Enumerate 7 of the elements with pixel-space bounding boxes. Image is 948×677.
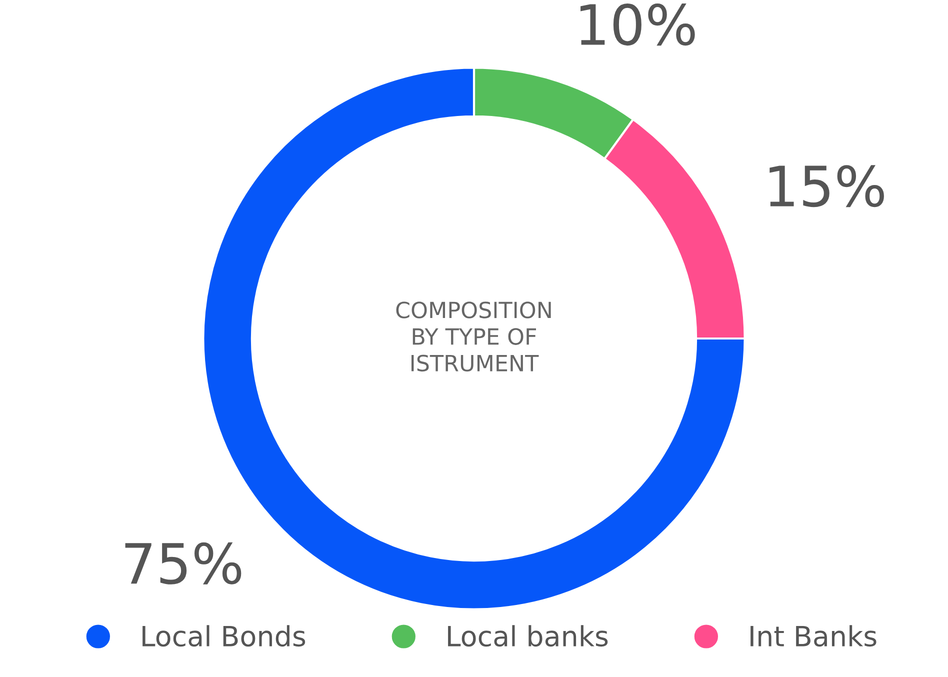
- legend-label: Local banks: [448, 625, 608, 647]
- data-label: 15%: [770, 165, 884, 208]
- text: COMPOSITION BY TYPE OF ISTRUMENT: [396, 302, 551, 372]
- legend-label: Local Bonds: [142, 625, 306, 647]
- data-label: 10%: [580, 4, 695, 46]
- data-label: 75%: [125, 542, 242, 584]
- legend-label: Int Banks: [750, 625, 876, 647]
